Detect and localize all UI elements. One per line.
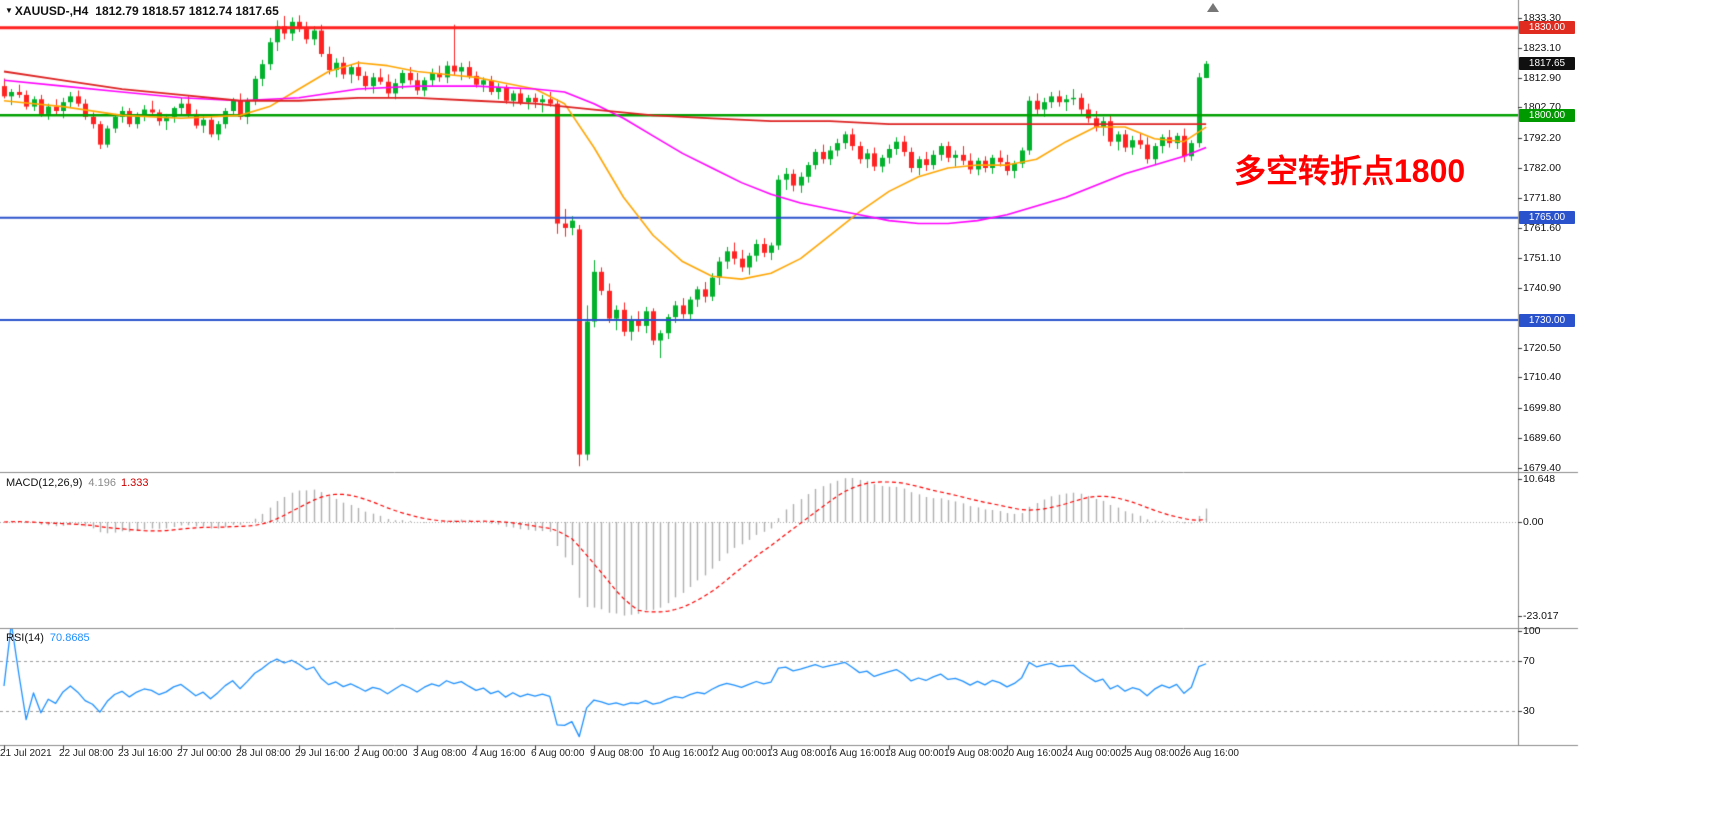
macd-tick-label: -23.017 <box>1523 610 1559 622</box>
time-axis-label: 9 Aug 08:00 <box>590 748 644 759</box>
macd-name: MACD(12,26,9) <box>6 477 83 489</box>
time-axis-label: 26 Aug 16:00 <box>1180 748 1239 759</box>
time-axis-label: 21 Jul 2021 <box>0 748 52 759</box>
price-tick-label: 1823.10 <box>1523 41 1561 54</box>
time-axis-label: 2 Aug 00:00 <box>354 748 408 759</box>
price-badge-line-1730[interactable]: 1730.00 <box>1519 313 1575 327</box>
time-axis-label: 24 Aug 00:00 <box>1062 748 1121 759</box>
time-axis-label: 20 Aug 16:00 <box>1003 748 1062 759</box>
time-axis-label: 28 Jul 08:00 <box>236 748 291 759</box>
price-tick-label: 1812.90 <box>1523 71 1561 84</box>
price-tick-label: 1792.20 <box>1523 132 1561 145</box>
macd-tick-label: 0.00 <box>1523 516 1544 528</box>
time-axis-label: 22 Jul 08:00 <box>59 748 114 759</box>
time-axis-label: 27 Jul 00:00 <box>177 748 232 759</box>
title-marker-icon: ▼ <box>5 6 13 15</box>
macd-signal-value: 1.333 <box>120 477 149 489</box>
time-axis-label: 3 Aug 08:00 <box>413 748 467 759</box>
price-badge-current: 1817.65 <box>1519 57 1575 71</box>
price-tick-label: 1771.80 <box>1523 191 1561 204</box>
chart-symbol-timeframe: XAUUSD-,H4 <box>14 4 89 18</box>
time-axis-label: 25 Aug 08:00 <box>1121 748 1180 759</box>
price-badge-line-1765[interactable]: 1765.00 <box>1519 211 1575 225</box>
price-tick-label: 1710.40 <box>1523 371 1561 384</box>
chart-title: ▼ XAUUSD-,H4 1812.79 1818.57 1812.74 1817.… <box>5 4 279 18</box>
price-tick-label: 1740.90 <box>1523 282 1561 295</box>
rsi-tick-label: 70 <box>1523 655 1535 667</box>
price-tick-label: 1679.40 <box>1523 462 1561 474</box>
time-axis-label: 4 Aug 16:00 <box>472 748 526 759</box>
time-axis-label: 6 Aug 00:00 <box>531 748 585 759</box>
price-tick-label: 1782.00 <box>1523 162 1561 174</box>
rsi-value: 70.8685 <box>49 632 90 644</box>
time-axis-label: 12 Aug 00:00 <box>708 748 767 759</box>
chart-shift-icon[interactable] <box>1207 3 1219 12</box>
time-axis-label: 13 Aug 08:00 <box>767 748 826 759</box>
price-tick-label: 1751.10 <box>1523 252 1561 265</box>
rsi-indicator-label: RSI(14) 70.8685 <box>6 632 90 644</box>
rsi-tick-label: 30 <box>1523 705 1535 717</box>
rsi-tick-label: 100 <box>1523 625 1541 637</box>
chart-ohlc-values: 1812.79 1818.57 1812.74 1817.65 <box>95 4 279 18</box>
price-tick-label: 1689.60 <box>1523 432 1561 445</box>
time-axis-label: 29 Jul 16:00 <box>295 748 350 759</box>
macd-tick-label: 10.648 <box>1523 473 1556 485</box>
macd-main-value: 4.196 <box>88 477 116 489</box>
price-badge-line-1800[interactable]: 1800.00 <box>1519 108 1575 122</box>
price-tick-label: 1761.60 <box>1523 221 1561 234</box>
rsi-name: RSI(14) <box>6 632 44 644</box>
macd-indicator-label: MACD(12,26,9) 4.196 1.333 <box>6 477 148 489</box>
price-tick-label: 1833.30 <box>1523 12 1561 24</box>
price-badge-line-1830[interactable]: 1830.00 <box>1519 21 1575 35</box>
time-axis-label: 19 Aug 08:00 <box>944 748 1003 759</box>
time-axis-label: 18 Aug 00:00 <box>885 748 944 759</box>
time-axis-label: 16 Aug 16:00 <box>826 748 885 759</box>
time-axis-label: 23 Jul 16:00 <box>118 748 173 759</box>
annotation-text: 多空转折点1800 <box>1234 153 1466 189</box>
price-tick-label: 1720.50 <box>1523 341 1561 354</box>
time-axis-label: 10 Aug 16:00 <box>649 748 708 759</box>
price-tick-label: 1699.80 <box>1523 402 1561 415</box>
